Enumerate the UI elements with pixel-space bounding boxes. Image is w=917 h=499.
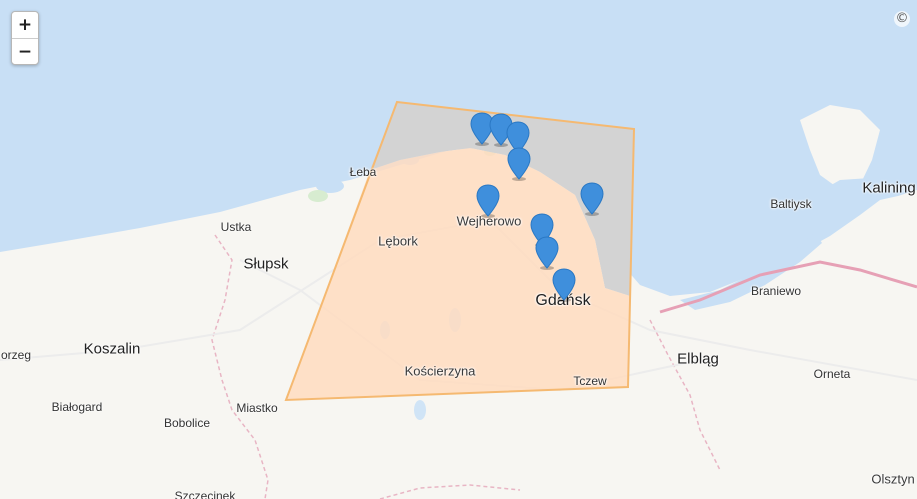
country-border	[659, 260, 917, 314]
map-pin-icon[interactable]	[551, 268, 577, 302]
city-label-bialogard: Białogard	[51, 400, 103, 414]
zoom-in-button[interactable]: +	[12, 12, 38, 38]
selection-polygon-sea	[370, 102, 634, 296]
map-pin-icon[interactable]	[469, 112, 495, 146]
map-pin-icon[interactable]	[506, 147, 532, 181]
kaliningrad-lagoon	[805, 178, 880, 220]
city-label-slupsk: Słupsk	[243, 255, 289, 273]
curonian-coast	[800, 105, 880, 188]
city-label-leba: Łeba	[349, 165, 377, 179]
city-label-kolobrzeg: orzeg	[0, 348, 32, 362]
city-label-tczew: Tczew	[573, 374, 607, 388]
city-label-koscierzyna: Kościerzyna	[404, 363, 476, 379]
city-label-ustka: Ustka	[220, 220, 252, 234]
city-label-miastko: Miastko	[236, 401, 278, 415]
city-label-szczecinek: Szczecinek	[174, 489, 236, 499]
city-label-koszalin: Koszalin	[83, 340, 141, 358]
selection-polygon-land	[286, 148, 630, 400]
city-label-wejherowo: Wejherowo	[456, 213, 522, 229]
admin-border	[649, 319, 721, 471]
admin-border	[211, 234, 269, 499]
city-label-gdansk: Gdańsk	[535, 292, 590, 310]
city-label-lebork: Lębork	[378, 233, 418, 249]
lake	[414, 400, 426, 420]
zoom-control: + −	[11, 11, 39, 65]
map-pin-icon[interactable]	[534, 236, 560, 270]
city-label-elblag: Elbląg	[677, 350, 719, 368]
city-label-kaliningrad: Kalining	[862, 179, 916, 197]
city-label-olsztyn: Olsztyn	[871, 471, 915, 487]
map-pin-icon[interactable]	[488, 113, 514, 147]
admin-border	[379, 484, 521, 499]
lake	[316, 179, 344, 193]
map-pin-icon[interactable]	[475, 184, 501, 218]
forest	[308, 190, 328, 202]
map-pin-icon[interactable]	[579, 182, 605, 216]
city-label-braniewo: Braniewo	[750, 284, 802, 298]
city-label-baltiysk: Baltiysk	[770, 197, 812, 211]
selection-polygon-outline[interactable]	[284, 100, 636, 402]
zoom-out-button[interactable]: −	[12, 38, 38, 64]
attribution-icon[interactable]: ©	[894, 11, 910, 27]
city-label-bobolice: Bobolice	[163, 416, 211, 430]
city-label-orneta: Orneta	[813, 367, 851, 381]
